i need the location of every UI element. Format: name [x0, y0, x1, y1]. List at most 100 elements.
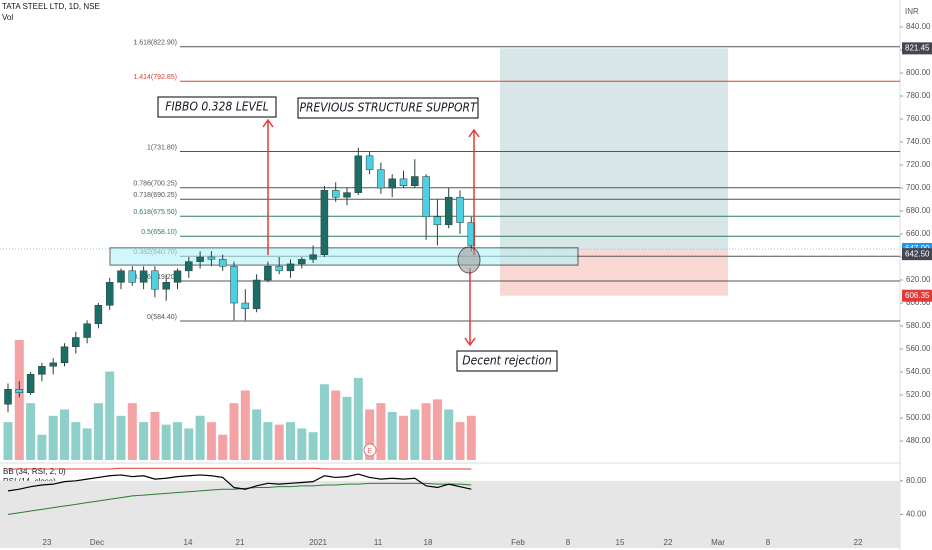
candle-body	[275, 265, 283, 272]
y-tick-label: 720.00	[906, 160, 931, 169]
volume-bar	[297, 428, 307, 460]
candle-body	[411, 176, 419, 186]
currency: INR	[905, 7, 919, 16]
x-tick-label: 2021	[309, 538, 327, 547]
fib-label: 1.414(792.85)	[133, 74, 177, 81]
volume-bar	[466, 415, 476, 460]
chart-title: TATA STEEL LTD, 1D, NSE	[2, 2, 100, 11]
candle-body	[467, 222, 476, 246]
fib-label: 0.618(675.50)	[133, 209, 177, 216]
volume-bar	[263, 422, 273, 460]
candle-body	[456, 196, 464, 223]
price-badge-label: 642.50	[905, 249, 930, 258]
annotation: PREVIOUS STRUCTURE SUPPORT	[299, 101, 477, 115]
candle-body	[196, 256, 204, 262]
candle-body	[49, 362, 57, 367]
candle-body	[241, 302, 250, 310]
candle-body	[331, 190, 340, 198]
candle-body	[433, 216, 442, 226]
target-zone	[500, 48, 728, 249]
volume-bar	[252, 409, 262, 460]
volume-bar	[82, 428, 92, 460]
candle-body	[207, 256, 216, 260]
annotation: Decent rejection	[462, 354, 552, 368]
x-tick-label: 11	[374, 538, 383, 547]
candle-body	[286, 263, 295, 272]
candle-body	[422, 176, 430, 218]
volume-bar	[274, 424, 284, 460]
volume-bar	[195, 415, 205, 460]
volume-bar	[3, 422, 13, 460]
volume-bar	[14, 340, 24, 460]
candle-body	[320, 190, 329, 255]
candle-body	[444, 196, 453, 226]
volume-bar	[127, 403, 137, 460]
candle-body	[264, 265, 272, 281]
candle-body	[94, 305, 103, 324]
x-tick-label: Feb	[511, 538, 525, 547]
highlight-ellipse	[457, 246, 481, 274]
y-tick-label: 600.00	[906, 298, 931, 307]
x-tick-label: 15	[616, 538, 625, 547]
volume-bar	[308, 432, 318, 460]
candle-body	[343, 192, 351, 198]
volume-label: Vol	[2, 13, 13, 22]
volume-bar	[93, 403, 103, 460]
candle-body	[139, 270, 148, 283]
volume-bar	[150, 412, 160, 460]
volume-bar	[105, 371, 115, 460]
annotation-box	[157, 96, 277, 118]
candle-body	[185, 261, 193, 272]
annotation-box	[297, 97, 479, 119]
y-tick-label: 620.00	[906, 275, 931, 284]
candle-body	[354, 155, 363, 193]
candle-body	[15, 389, 24, 393]
candle-body	[26, 374, 35, 393]
volume-bar	[48, 415, 58, 460]
volume-bar	[139, 422, 149, 460]
volume-bar	[37, 434, 47, 460]
rsi-line	[7, 473, 472, 492]
candle-body	[252, 279, 261, 310]
x-tick-label: 8	[766, 538, 771, 547]
volume-bar	[387, 412, 397, 460]
volume-bar	[173, 422, 182, 460]
support-zone	[109, 247, 579, 266]
x-tick-label: 22	[854, 538, 863, 547]
volume-bar	[331, 390, 341, 460]
volume-bar	[342, 396, 352, 460]
y-tick-label: 480.00	[906, 436, 931, 445]
candle-body	[173, 270, 182, 283]
y-tick-label: 680.00	[906, 206, 931, 215]
fib-label: 1.618(822.90)	[133, 40, 177, 47]
x-tick-label: Mar	[711, 538, 725, 547]
price-badge	[902, 289, 932, 302]
y-tick-label: 700.00	[906, 183, 931, 192]
indicator-label: BB (34, RSI, 2, 0)	[3, 467, 66, 476]
volume-bar	[229, 403, 239, 460]
volume-bar	[421, 403, 431, 460]
candle-body	[298, 259, 306, 265]
candle-body	[83, 323, 91, 338]
candle-body	[399, 178, 408, 186]
candle-body	[60, 346, 69, 364]
x-tick-label: 22	[664, 538, 673, 547]
volume-bar	[240, 390, 250, 460]
volume-bar	[455, 422, 465, 460]
price-badge-label: 606.35	[905, 291, 930, 300]
volume-bar	[410, 409, 420, 460]
volume-bar	[218, 434, 228, 460]
y-tick-label: 760.00	[906, 114, 931, 123]
volume-bar	[161, 424, 171, 460]
volume-bar	[399, 415, 408, 460]
candle-body	[309, 254, 317, 260]
y-tick-label: 840.00	[906, 22, 931, 31]
volume-bar	[206, 422, 216, 460]
candle-body	[4, 389, 12, 405]
candle-body	[230, 265, 238, 304]
candle-body	[151, 270, 159, 290]
volume-bar	[116, 415, 126, 460]
candle-body	[365, 155, 374, 170]
annotation: FIBBO 0.328 LEVEL	[165, 100, 269, 114]
